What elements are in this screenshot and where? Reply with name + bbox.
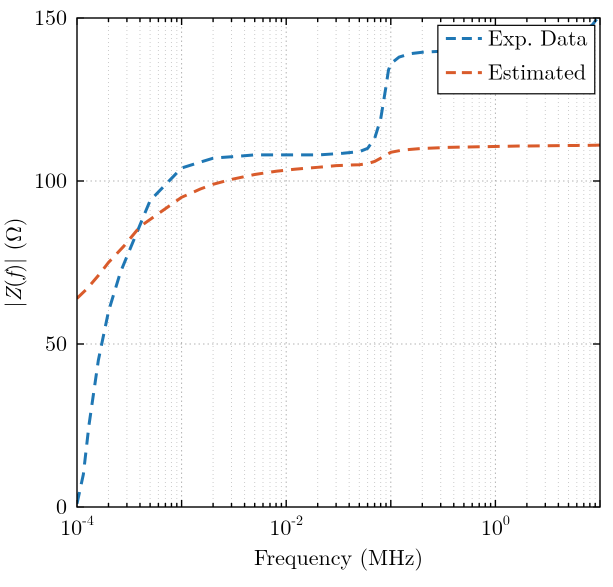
legend-label-est: Estimated: [488, 56, 586, 87]
xaxis-title: Frequency (MHz): [254, 541, 423, 572]
legend: Exp. Data Estimated: [438, 21, 595, 93]
yaxis-tick-label: 150: [34, 1, 67, 32]
yaxis-tick-label: 100: [34, 164, 67, 195]
yaxis-title: |Z(f)| (Ω): [0, 218, 28, 308]
legend-label-exp: Exp. Data: [488, 21, 588, 52]
impedance-chart: 10-410-2100050100150Frequency (MHz)|Z(f)…: [0, 0, 613, 582]
chart-svg: 10-410-2100050100150Frequency (MHz)|Z(f)…: [0, 0, 613, 582]
yaxis-tick-label: 50: [45, 327, 67, 358]
yaxis-tick-label: 0: [56, 490, 67, 521]
